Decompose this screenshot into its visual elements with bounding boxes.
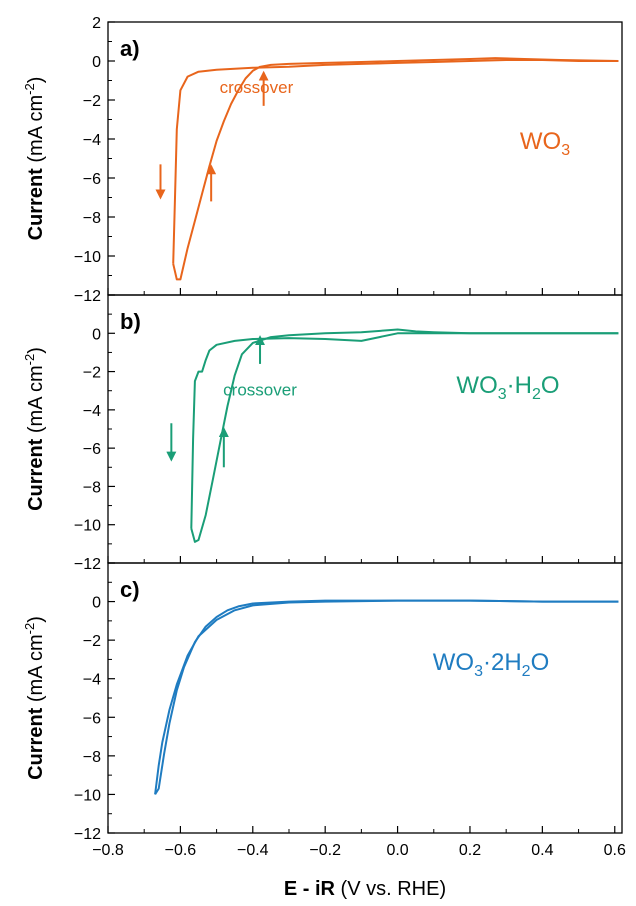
series-label-sub: 2 [532,386,541,403]
y-tick-label: −12 [74,556,101,573]
series-label-mid: ·H [507,372,532,399]
y-tick-label: −8 [83,479,101,496]
series-label-sub: 3 [498,386,507,403]
panel-a: 2 0 −2 −4 −6 −8 −10 −12 crossover a) WO3 Current (m… [22,15,623,305]
plot-frame [107,294,623,564]
y-axis-label-close: ) [25,77,47,84]
x-tick-label: 0.0 [386,842,408,859]
y-tick-label: −10 [74,787,101,804]
plot-frame [107,562,623,834]
y-axis-label-rest: (mA cm [25,634,47,707]
series-label-sub: 3 [474,663,483,680]
y-tick-label: −2 [83,633,101,650]
y-tick-label: −8 [83,210,101,227]
series-label-tail: O [531,649,550,676]
panel-label: b) [120,309,141,334]
y-axis-label-bold: Current [25,438,47,511]
y-axis-label-close: ) [25,616,47,623]
y-axis-label-sup: -2 [22,83,37,95]
annotation-text: crossover [220,78,294,97]
y-axis-label: Current (mA cm-2) [22,347,47,511]
x-tick-label: −0.6 [165,842,197,859]
x-tick-label: −0.4 [237,842,269,859]
y-axis-label-sup: -2 [22,354,37,366]
y-tick-label: −12 [74,826,101,843]
y-axis-label: Current (mA cm-2) [22,77,47,241]
series-line [190,332,619,529]
y-tick-label: −2 [83,365,101,382]
x-axis-label-rest: (V vs. RHE) [335,878,446,900]
series-label-tail: O [541,372,560,399]
x-tick-label: 0.6 [604,842,626,859]
panel-label: c) [120,577,140,602]
y-tick-label: −6 [83,710,101,727]
series-line [154,599,619,795]
y-tick-label: 0 [92,326,101,343]
y-tick-label: −4 [83,672,101,689]
series-label: WO3 [520,128,570,159]
y-tick-label: −6 [83,441,101,458]
series-label-main: WO [520,128,561,155]
x-tick-label: −0.8 [92,842,124,859]
y-tick-label: −8 [83,749,101,766]
series-label: WO3·H2O [456,372,559,403]
y-tick-label: −10 [74,249,101,266]
series-label: WO3·2H2O [433,649,549,680]
y-tick-label: 0 [92,54,101,71]
panel-b: 0 −2 −4 −6 −8 −10 −12 crossover b) WO3·H2O Current… [22,294,623,573]
x-tick-label: 0.2 [459,842,481,859]
panel-c: 0 −2 −4 −6 −8 −10 −12−0.8 −0.6 −0.4 −0.2 0.0 0.2 0.4… [22,562,626,859]
y-axis-label-bold: Current [25,168,47,241]
series-line [172,59,619,264]
series-label-main: WO [433,649,474,676]
series-label-sub: 3 [561,142,570,159]
y-tick-label: −2 [83,93,101,110]
y-axis-label-close: ) [25,347,47,354]
series-label-sub: 2 [522,663,531,680]
y-tick-label: −12 [74,288,101,305]
series-line [190,328,619,543]
y-tick-label: −10 [74,518,101,535]
annotation-text: crossover [223,380,297,399]
x-axis-label-bold: E - iR [284,878,336,900]
y-axis-label-rest: (mA cm [25,95,47,168]
y-axis-label-sup: -2 [22,623,37,635]
x-tick-label: 0.4 [531,842,553,859]
series-line [172,57,619,281]
y-tick-label: −4 [83,403,101,420]
x-tick-label: −0.2 [309,842,341,859]
y-tick-label: −4 [83,132,101,149]
panel-label: a) [120,36,140,61]
y-tick-label: 0 [92,595,101,612]
y-axis-label: Current (mA cm-2) [22,616,47,780]
y-tick-label: 2 [92,15,101,32]
y-axis-label-rest: (mA cm [25,365,47,438]
x-axis-label: E - iR (V vs. RHE) [284,878,446,900]
series-line [154,599,619,795]
series-label-main: WO [456,372,497,399]
series-label-mid: ·2H [483,649,522,676]
y-tick-label: −6 [83,171,101,188]
y-axis-label-bold: Current [25,707,47,780]
